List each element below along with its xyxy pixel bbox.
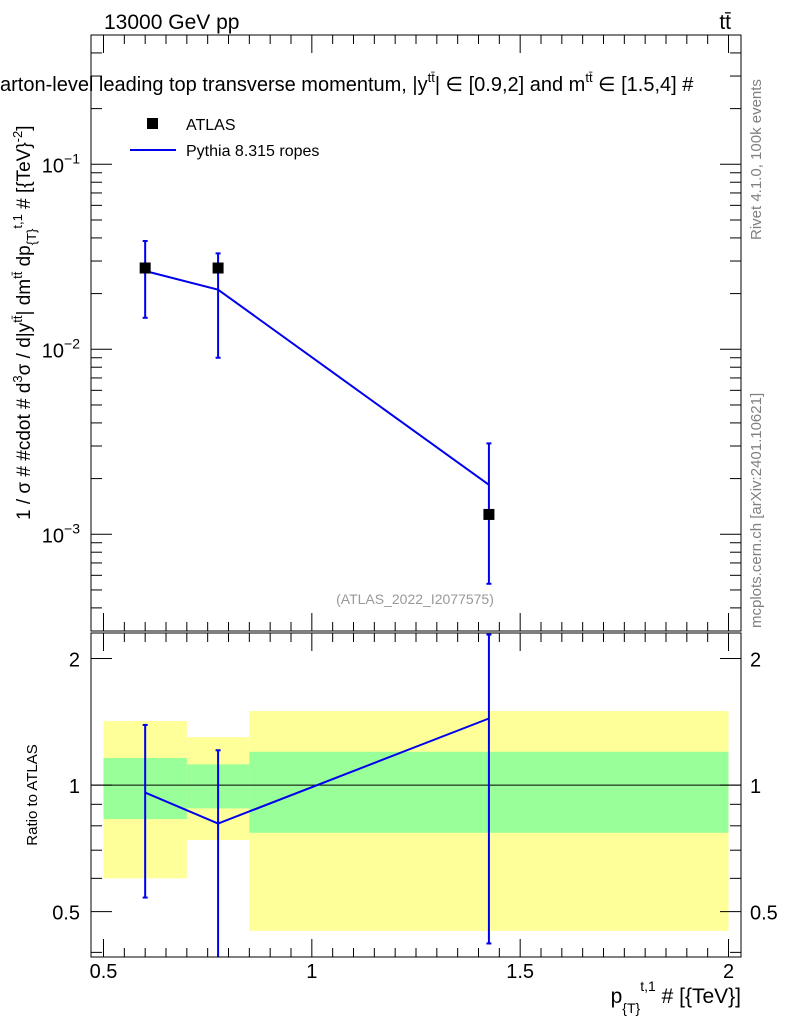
ratio-panel: 0.5 0.5 1 1 2 2 0.5 1 1.5 2 Ratio to ATLAS p{T}t… [24, 632, 778, 1016]
legend-atlas-marker [147, 118, 158, 129]
ratio-frame [90, 632, 742, 958]
analysis-watermark: (ATLAS_2022_I2077575) [336, 591, 494, 607]
atlas-data-point [212, 262, 224, 274]
main-y-tick-label: 10−3 [42, 520, 80, 547]
x-axis-label: p{T}t,1 # [{TeV}] [611, 978, 741, 1016]
atlas-data-point [483, 508, 495, 520]
legend-pythia-label: Pythia 8.315 ropes [186, 143, 319, 160]
ratio-y-axis-label: Ratio to ATLAS [24, 744, 41, 845]
main-panel: 10−3 10−2 10−1 arton-level leading top tra… [0, 34, 742, 632]
ratio-y-tick-label-left: 2 [69, 650, 80, 672]
pythia-line [144, 270, 490, 486]
x-tick-label: 1 [306, 961, 317, 983]
x-tick-labels: 0.5 1 1.5 2 [90, 961, 734, 983]
x-tick-label: 1.5 [506, 961, 534, 983]
rivet-version-label: Rivet 4.1.0, 100k events [748, 79, 765, 240]
legend-atlas-label: ATLAS [186, 117, 236, 134]
main-data-layer [139, 239, 495, 585]
ratio-y-tick-label-right: 0.5 [750, 903, 778, 925]
header-right: tt̄ [719, 11, 731, 34]
x-tick-label: 0.5 [90, 961, 118, 983]
main-y-axis-label: 1 / σ # #cdot # d3σ / d|ytt̄| dmtt̄ dp{T… [10, 125, 39, 520]
main-y-tick-labels: 10−3 10−2 10−1 [42, 150, 80, 547]
main-axis-ticks [91, 34, 741, 632]
header-left: 13000 GeV pp [104, 11, 239, 34]
ratio-pythia-line [144, 717, 490, 825]
main-title: arton-level leading top transverse momen… [0, 70, 694, 96]
ratio-y-tick-labels: 0.5 0.5 1 1 2 2 [52, 650, 778, 925]
main-y-tick-label: 10−2 [42, 335, 80, 362]
ratio-y-tick-label-left: 1 [69, 776, 80, 798]
mcplots-reference-label: mcplots.cern.ch [arXiv:2401.10621] [748, 393, 765, 628]
main-frame [90, 34, 742, 632]
ratio-y-tick-label-left: 0.5 [52, 903, 80, 925]
ratio-y-tick-label-right: 1 [750, 776, 761, 798]
x-tick-label: 2 [723, 961, 734, 983]
ratio-uncertainty-bands [103, 711, 729, 931]
ratio-axis-ticks [91, 633, 741, 957]
main-y-tick-label: 10−1 [42, 150, 80, 177]
ratio-y-tick-label-right: 2 [750, 650, 761, 672]
ratio-data-layer [142, 633, 492, 957]
atlas-data-point [139, 262, 151, 274]
